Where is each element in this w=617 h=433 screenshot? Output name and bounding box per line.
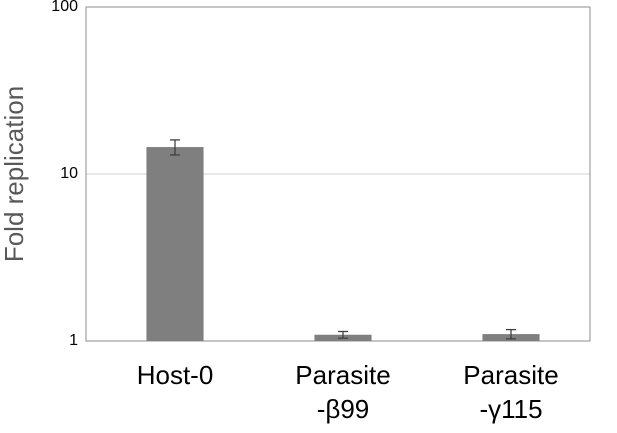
x-tick-label: Parasite -β99	[295, 360, 390, 424]
x-tick-label: Host-0	[137, 360, 214, 390]
y-axis-label: Fold replication	[0, 86, 29, 262]
bar	[146, 147, 204, 341]
error-bar	[506, 328, 516, 340]
error-bar	[338, 330, 348, 339]
y-tick-label: 10	[60, 165, 78, 182]
x-tick-label: Parasite -γ115	[463, 360, 558, 424]
y-tick-label: 1	[69, 332, 78, 349]
error-bar	[170, 139, 180, 156]
y-tick-label: 100	[51, 0, 78, 15]
